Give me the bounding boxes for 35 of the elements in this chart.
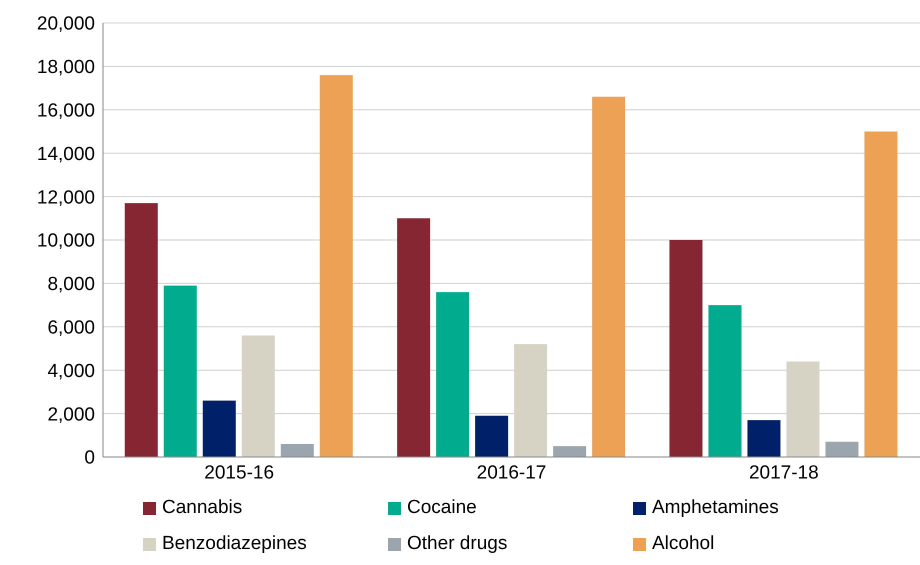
y-tick-label: 4,000 [47, 360, 95, 382]
bar [202, 400, 236, 457]
legend-label: Cannabis [162, 497, 242, 519]
bar [124, 203, 158, 457]
bar [280, 444, 314, 457]
legend-label: Benzodiazepines [162, 533, 307, 555]
bar [825, 442, 858, 457]
legend-label: Other drugs [407, 533, 508, 555]
y-tick-label: 16,000 [36, 100, 95, 122]
y-tick-label: 12,000 [36, 187, 95, 208]
bar [553, 446, 586, 457]
y-tick-label: 6,000 [47, 318, 95, 339]
legend-label: Amphetamines [652, 497, 779, 519]
bar [708, 305, 742, 457]
y-tick-label: 10,000 [36, 230, 95, 252]
y-tick-label: 2,000 [47, 404, 95, 426]
x-tick-label: 2016-17 [476, 462, 546, 484]
bar [436, 292, 470, 457]
x-tick-label: 2015-16 [204, 462, 274, 484]
y-tick-label: 14,000 [36, 144, 95, 165]
bar [397, 218, 430, 457]
bar [164, 286, 197, 457]
bar [592, 96, 626, 457]
y-tick-label: 20,000 [36, 14, 95, 35]
bar [864, 132, 898, 457]
legend-label: Alcohol [652, 533, 714, 555]
bar [320, 75, 353, 457]
bar [669, 240, 702, 457]
y-tick-label: 18,000 [36, 57, 95, 78]
y-tick-label: 8,000 [47, 274, 95, 296]
x-tick-label: 2017-18 [748, 462, 819, 484]
y-tick-label: 0 [84, 448, 95, 469]
legend-label: Cocaine [407, 497, 477, 519]
bar [475, 416, 508, 457]
bar [747, 420, 780, 457]
